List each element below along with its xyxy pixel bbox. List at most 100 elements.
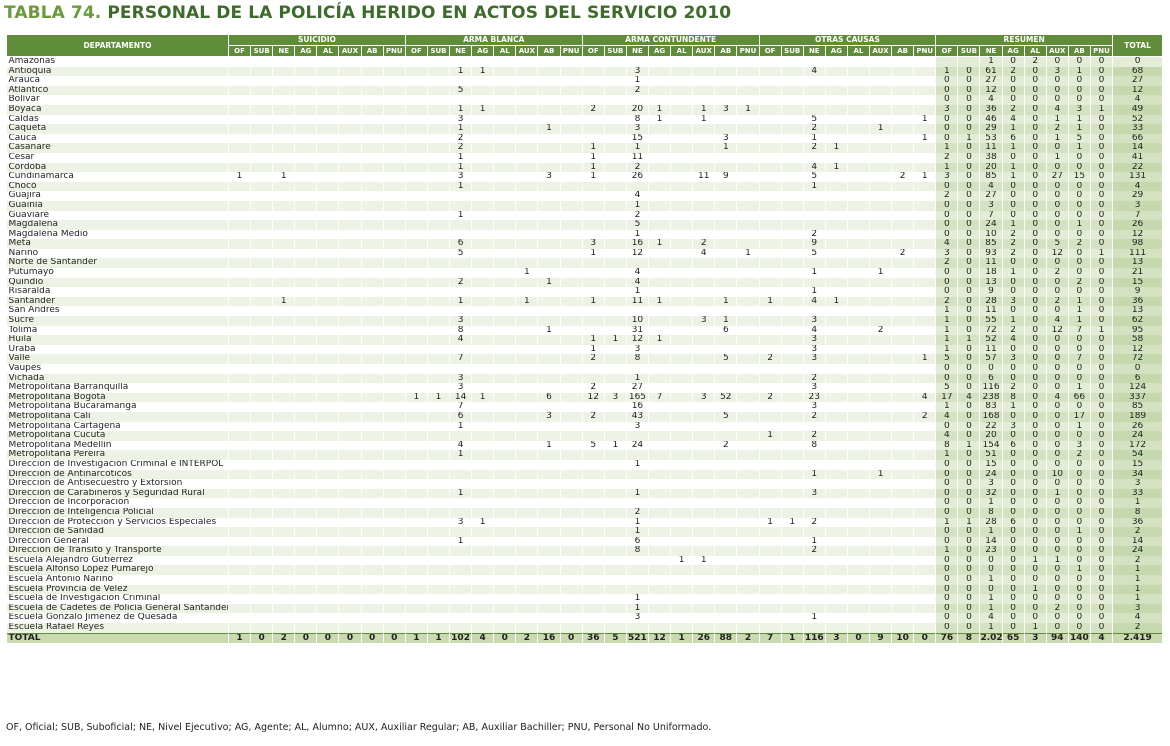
summary-cell: 0 [957, 575, 981, 585]
value-cell [670, 450, 694, 460]
value-cell [648, 172, 672, 182]
value-cell [250, 220, 274, 230]
value-cell [825, 373, 848, 384]
value-cell [405, 268, 428, 278]
value-cell [847, 248, 871, 259]
value-cell [493, 85, 517, 96]
value-cell [427, 248, 451, 259]
summary-cell: 0 [1024, 459, 1047, 470]
value-cell [294, 623, 318, 634]
value-cell [294, 584, 318, 595]
summary-cell: 0 [1002, 623, 1025, 634]
value-cell: 1 [405, 392, 428, 403]
summary-cell: 0 [1046, 431, 1069, 441]
value-cell [604, 229, 627, 240]
summary-cell: 4 [1046, 104, 1069, 115]
value-cell [338, 383, 362, 393]
summary-cell: 4 [979, 181, 1003, 192]
value-cell [250, 603, 274, 614]
value-cell [781, 296, 804, 307]
col-header-resumen-ag: AG [1001, 45, 1025, 57]
value-cell [250, 440, 274, 451]
value-cell [604, 76, 627, 86]
value-cell [515, 277, 539, 288]
value-cell: 1 [825, 162, 848, 173]
summary-cell: 0 [1068, 479, 1091, 489]
value-cell [228, 392, 252, 403]
value-cell [869, 392, 893, 403]
value-cell [736, 191, 760, 201]
summary-cell: 0 [1002, 287, 1025, 297]
value-cell [383, 440, 406, 451]
value-cell [670, 364, 694, 374]
value-cell [515, 555, 539, 566]
value-cell [537, 268, 561, 278]
value-cell [537, 402, 561, 412]
value-cell [250, 268, 274, 278]
value-cell [383, 104, 406, 115]
value-cell [427, 536, 451, 547]
value-cell [272, 431, 296, 441]
value-cell [515, 469, 539, 480]
value-cell [250, 172, 274, 182]
total-cell: 34 [1112, 469, 1164, 480]
value-cell: 2 [891, 172, 915, 182]
summary-cell: 0 [1090, 411, 1114, 422]
value-cell [294, 613, 318, 624]
value-cell [913, 546, 937, 556]
value-cell [560, 507, 583, 518]
value-cell [405, 133, 428, 144]
value-cell [493, 536, 517, 547]
value-cell [427, 220, 451, 230]
value-cell [847, 450, 871, 460]
value-cell [427, 421, 451, 432]
value-cell [714, 152, 738, 163]
value-cell [272, 373, 296, 384]
value-cell [670, 373, 694, 384]
summary-cell: 238 [979, 392, 1003, 403]
table-row: Arauca 1 0 0 27 0 0 0 0 0 27 [6, 76, 1164, 86]
value-cell [825, 191, 848, 201]
summary-cell: 0 [1046, 306, 1069, 317]
value-cell [471, 623, 495, 634]
value-cell [560, 335, 583, 345]
summary-cell: 1 [935, 325, 959, 336]
value-cell [714, 594, 738, 604]
value-cell: 3 [714, 104, 738, 115]
value-cell [537, 469, 561, 480]
total-cell: 8 [1112, 507, 1164, 518]
value-cell [759, 402, 782, 412]
value-cell [759, 162, 782, 173]
value-cell [847, 431, 871, 441]
value-cell [825, 287, 848, 297]
total-cell: 36 [1112, 296, 1164, 307]
total-cell: 24 [1112, 431, 1164, 441]
value-cell: 1 [869, 268, 893, 278]
value-cell [670, 200, 694, 211]
value-cell [670, 527, 694, 537]
value-cell [692, 335, 716, 345]
col-header-contundente-pnu: PNU [736, 45, 760, 57]
value-cell [759, 306, 782, 317]
value-cell [714, 498, 738, 508]
value-cell: 0 [250, 632, 274, 644]
value-cell [493, 383, 517, 393]
summary-cell: 0 [1002, 76, 1025, 86]
value-cell [272, 104, 296, 115]
summary-cell: 8 [1002, 392, 1025, 403]
value-cell [471, 488, 495, 499]
value-cell [692, 565, 716, 576]
value-cell [250, 421, 274, 432]
value-cell [294, 325, 318, 336]
summary-cell: 1 [935, 143, 959, 153]
value-cell [272, 325, 296, 336]
value-cell [891, 95, 915, 105]
value-cell [670, 210, 694, 221]
summary-cell: 1 [979, 527, 1003, 537]
value-cell [294, 575, 318, 585]
value-cell [515, 316, 539, 326]
value-cell [228, 220, 252, 230]
value-cell: 1 [803, 536, 826, 547]
value-cell [891, 479, 915, 489]
summary-cell: 6 [1002, 133, 1025, 144]
